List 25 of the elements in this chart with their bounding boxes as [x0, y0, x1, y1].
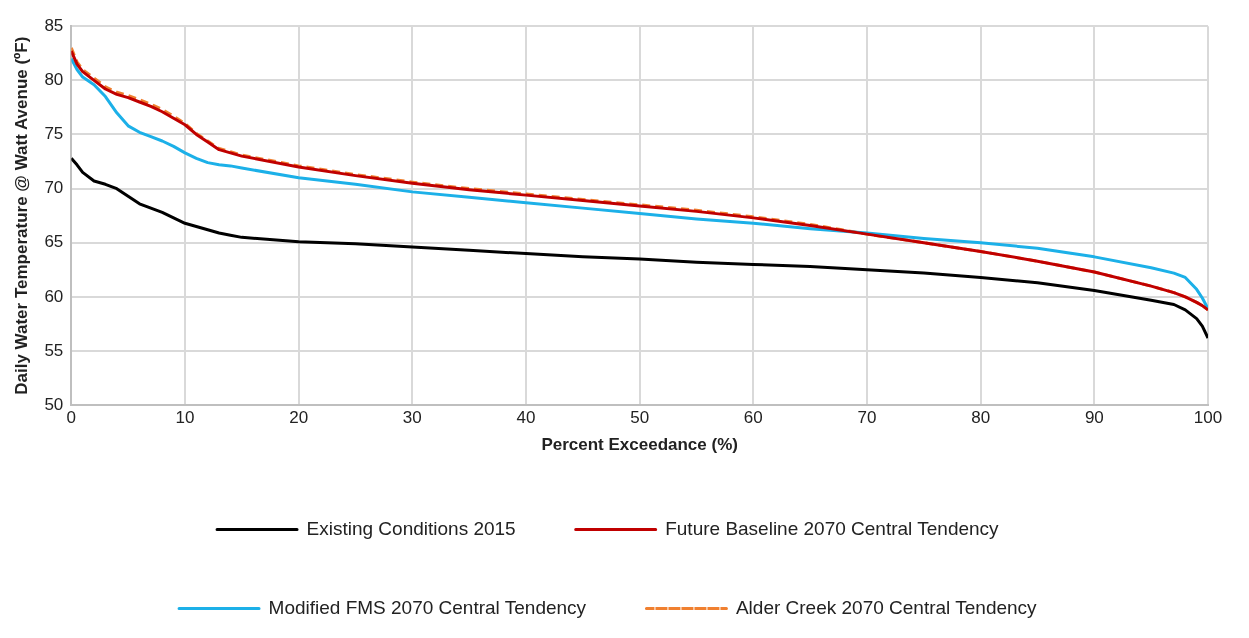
y-tick-label: 55: [44, 340, 64, 360]
y-tick-label: 50: [44, 394, 64, 414]
legend-label: Modified FMS 2070 Central Tendency: [268, 596, 587, 618]
y-tick-label: 85: [44, 15, 64, 35]
x-tick-label: 70: [857, 408, 877, 428]
y-tick-label: 65: [44, 232, 64, 252]
y-tick-label: 75: [44, 124, 64, 144]
y-tick-label: 80: [44, 70, 64, 90]
x-tick-label: 50: [630, 408, 650, 428]
y-tick-label: 60: [44, 286, 64, 306]
x-tick-label: 40: [516, 408, 536, 428]
x-tick-label: 10: [175, 408, 195, 428]
y-tick-label: 70: [44, 178, 64, 198]
x-tick-label: 100: [1193, 408, 1223, 428]
x-tick-label: 60: [743, 408, 763, 428]
legend-label: Future Baseline 2070 Central Tendency: [665, 517, 1000, 539]
y-axis-title: Daily Water Temperature @ Watt Avenue (ºF): [11, 36, 31, 395]
x-tick-label: 30: [402, 408, 422, 428]
x-axis-title: Percent Exceedance (%): [541, 435, 738, 455]
legend-label: Existing Conditions 2015: [306, 517, 516, 539]
x-tick-label: 20: [289, 408, 309, 428]
x-tick-label: 80: [971, 408, 991, 428]
legend-label: Alder Creek 2070 Central Tendency: [735, 596, 1038, 618]
x-tick-label: 0: [66, 408, 77, 428]
x-tick-label: 90: [1084, 408, 1104, 428]
